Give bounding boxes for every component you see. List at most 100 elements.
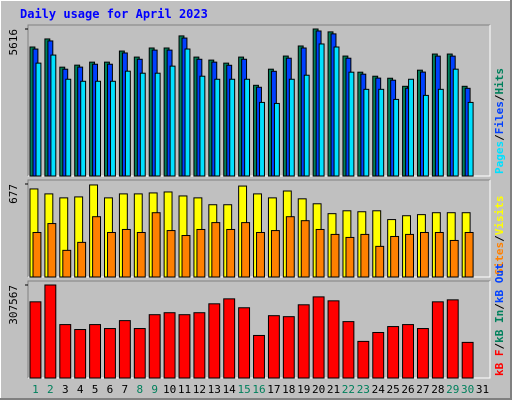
- bar: [437, 88, 444, 177]
- x-tick-label: 28: [431, 383, 444, 396]
- x-tick-label: 31: [476, 383, 489, 396]
- plot-bevel-dark: [27, 280, 490, 378]
- x-tick-label: 17: [267, 383, 280, 396]
- bar: [393, 98, 400, 177]
- y-tick-label: 677: [7, 184, 20, 204]
- bar: [77, 241, 87, 278]
- x-tick-label: 14: [223, 383, 237, 396]
- x-tick-label: 2: [47, 383, 54, 396]
- bar: [193, 312, 206, 379]
- legend: kB F/kB In/kB Out: [493, 263, 506, 376]
- bar: [95, 80, 102, 177]
- bar: [452, 68, 459, 177]
- bar: [288, 78, 295, 177]
- bar: [464, 231, 474, 278]
- bar: [89, 324, 102, 379]
- bar: [315, 228, 325, 278]
- legend-entry: Visits: [493, 196, 506, 236]
- bar: [151, 212, 161, 278]
- bar: [390, 235, 400, 278]
- bar: [467, 101, 474, 177]
- x-tick-label: 20: [312, 383, 325, 396]
- bar: [297, 304, 310, 379]
- bar: [253, 334, 265, 379]
- legend-separator: /: [493, 343, 506, 350]
- plot-bevel-dark: [27, 179, 490, 277]
- bar: [59, 324, 72, 379]
- bar: [375, 245, 385, 278]
- bar: [124, 70, 131, 177]
- legend-separator: /: [493, 134, 506, 141]
- x-tick-label: 8: [136, 383, 143, 396]
- bar: [226, 228, 236, 278]
- bar: [169, 65, 176, 177]
- bar: [387, 326, 400, 379]
- bar: [238, 307, 251, 379]
- bar: [110, 80, 116, 177]
- x-tick-label: 22: [342, 383, 355, 396]
- bar: [154, 72, 161, 177]
- x-tick-label: 18: [282, 383, 295, 396]
- x-tick-label: 6: [107, 383, 114, 396]
- bar: [461, 341, 474, 379]
- legend-entry: Pages: [493, 141, 506, 174]
- bar: [402, 324, 414, 379]
- x-tick-label: 10: [163, 383, 176, 396]
- x-tick-label: 5: [92, 383, 99, 396]
- bar: [446, 299, 459, 379]
- x-tick-label: 3: [62, 383, 69, 396]
- bar: [32, 231, 42, 278]
- bar: [405, 233, 414, 278]
- bar: [29, 301, 42, 379]
- bar: [431, 301, 444, 379]
- bar: [92, 216, 102, 278]
- bar: [196, 228, 206, 278]
- x-tick-label: 12: [193, 383, 206, 396]
- bar: [107, 231, 116, 278]
- bar: [139, 72, 146, 177]
- x-tick-label: 9: [151, 383, 158, 396]
- bar: [333, 46, 340, 177]
- bar: [214, 78, 221, 177]
- bar: [211, 222, 221, 278]
- bar: [229, 78, 236, 177]
- bar: [300, 220, 310, 278]
- x-tick-label: 19: [297, 383, 310, 396]
- bar: [244, 78, 251, 177]
- bar: [282, 316, 295, 379]
- bar: [345, 236, 355, 278]
- legend-separator: /: [493, 235, 506, 242]
- bar: [303, 74, 310, 177]
- bar: [378, 88, 385, 177]
- bar: [273, 102, 280, 177]
- bar: [74, 329, 87, 379]
- bar: [357, 340, 370, 379]
- bar: [80, 80, 87, 177]
- bar: [256, 231, 265, 278]
- chart-title: Daily usage for April 2023: [20, 7, 208, 21]
- x-tick-label: 16: [252, 383, 265, 396]
- bar: [285, 216, 295, 278]
- x-tick-label: 15: [237, 383, 250, 396]
- bar: [270, 230, 280, 278]
- x-tick-label: 23: [357, 383, 370, 396]
- bar: [416, 328, 429, 379]
- y-tick-label: 307567: [7, 285, 20, 325]
- x-tick-label: 27: [416, 383, 429, 396]
- bar: [178, 314, 191, 379]
- bar: [312, 296, 325, 379]
- bar: [223, 298, 236, 379]
- bar: [47, 223, 57, 278]
- bar: [267, 315, 280, 379]
- bar: [330, 233, 340, 278]
- bar: [449, 239, 459, 278]
- x-tick-label: 26: [401, 383, 414, 396]
- bar: [348, 71, 355, 177]
- bar: [65, 78, 72, 177]
- bar: [408, 78, 414, 177]
- legend-separator: /: [493, 94, 506, 101]
- bar: [259, 101, 265, 177]
- bar: [318, 43, 325, 177]
